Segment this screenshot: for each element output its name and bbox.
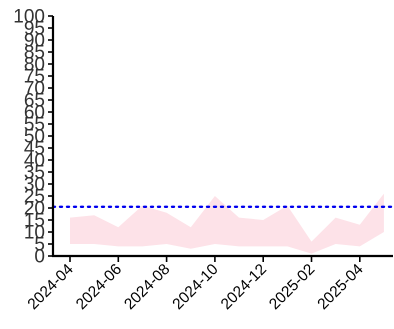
y-tick-label-35: 35 — [24, 163, 45, 184]
y-tick-label-5: 5 — [34, 235, 45, 256]
x-tick-label-2024-06: 2024-06 — [73, 261, 125, 313]
band-layer — [70, 193, 384, 254]
y-tick-label-50: 50 — [24, 127, 45, 148]
y-tick-label-15: 15 — [24, 211, 45, 232]
x-tick-label-2024-10: 2024-10 — [169, 261, 222, 314]
y-tick-label-100: 100 — [13, 7, 45, 28]
y-tick-label-10: 10 — [24, 223, 45, 244]
y-tick-label-55: 55 — [24, 115, 45, 136]
x-axis-ticks: 2024-042024-062024-082024-102024-122025-… — [25, 256, 367, 313]
x-tick-label-2024-12: 2024-12 — [218, 261, 270, 313]
y-tick-label-45: 45 — [24, 139, 45, 160]
y-axis-ticks: 0510152025303540455055606570758085909510… — [13, 7, 53, 268]
y-tick-label-95: 95 — [24, 19, 45, 40]
y-tick-label-80: 80 — [24, 55, 45, 76]
y-tick-label-90: 90 — [24, 31, 45, 52]
y-tick-label-20: 20 — [24, 199, 45, 220]
y-tick-label-30: 30 — [24, 175, 45, 196]
y-tick-label-85: 85 — [24, 43, 45, 64]
y-tick-label-0: 0 — [34, 247, 45, 268]
y-tick-label-25: 25 — [24, 187, 45, 208]
x-tick-label-2025-04: 2025-04 — [314, 261, 367, 314]
x-tick-label-2025-02: 2025-02 — [266, 261, 318, 313]
y-tick-label-65: 65 — [24, 91, 45, 112]
y-tick-label-60: 60 — [24, 103, 45, 124]
y-tick-label-70: 70 — [24, 79, 45, 100]
x-tick-label-2024-04: 2024-04 — [25, 261, 78, 314]
band-series-0 — [70, 193, 384, 254]
y-tick-label-40: 40 — [24, 151, 45, 172]
x-tick-label-2024-08: 2024-08 — [121, 261, 173, 313]
y-tick-label-75: 75 — [24, 67, 45, 88]
